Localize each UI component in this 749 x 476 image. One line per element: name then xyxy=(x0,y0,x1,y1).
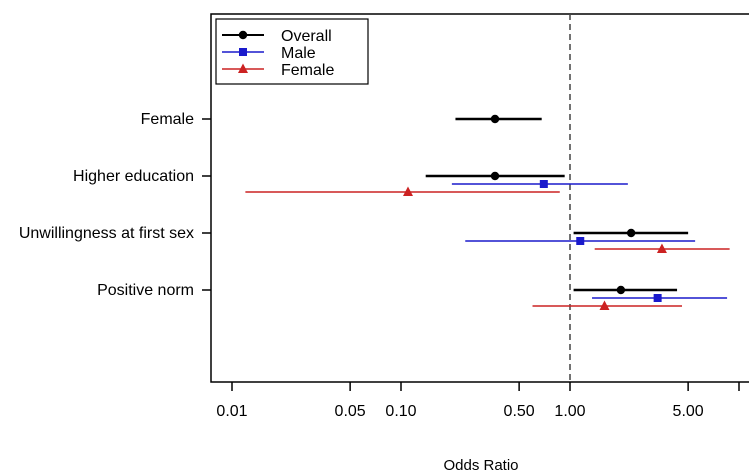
y-axis: Female Higher education Unwillingness at f… xyxy=(19,111,211,299)
x-axis-title: Odds Ratio xyxy=(443,457,518,474)
x-axis: 0.01 0.05 0.10 0.50 1.00 5.00 xyxy=(216,382,740,420)
x-tick-label: 0.10 xyxy=(385,403,416,420)
point-estimate xyxy=(653,294,662,302)
point-estimate xyxy=(490,171,500,181)
legend-item: Overall xyxy=(222,28,332,45)
point-estimate xyxy=(539,180,548,188)
point-estimate xyxy=(490,114,500,124)
x-tick-label: 5.00 xyxy=(673,403,704,420)
point-estimate xyxy=(656,243,667,253)
plot-frame xyxy=(210,13,749,383)
legend-item: Male xyxy=(222,45,316,62)
legend-marker xyxy=(238,30,248,40)
point-estimate xyxy=(402,186,413,196)
x-tick-label: 0.50 xyxy=(504,403,535,420)
series-overall xyxy=(425,114,689,295)
x-tick-label: 1.00 xyxy=(554,403,585,420)
legend-label: Overall xyxy=(281,28,332,45)
point-estimate xyxy=(576,237,585,245)
point-estimate xyxy=(626,228,636,238)
legend-marker xyxy=(239,48,247,56)
chart-marks xyxy=(245,114,730,310)
legend-marker xyxy=(238,63,248,73)
category-label: Higher education xyxy=(73,168,194,185)
legend-item: Female xyxy=(222,62,334,79)
series-male xyxy=(451,180,728,302)
x-tick-label: 0.01 xyxy=(216,403,247,420)
legend-label: Male xyxy=(281,45,316,62)
series-female xyxy=(245,186,730,310)
category-label: Unwillingness at first sex xyxy=(19,225,194,242)
category-label: Positive norm xyxy=(97,282,194,299)
point-estimate xyxy=(616,285,626,295)
point-estimate xyxy=(599,300,610,310)
category-label: Female xyxy=(141,111,194,128)
legend-label: Female xyxy=(281,62,334,79)
x-tick-label: 0.05 xyxy=(335,403,366,420)
